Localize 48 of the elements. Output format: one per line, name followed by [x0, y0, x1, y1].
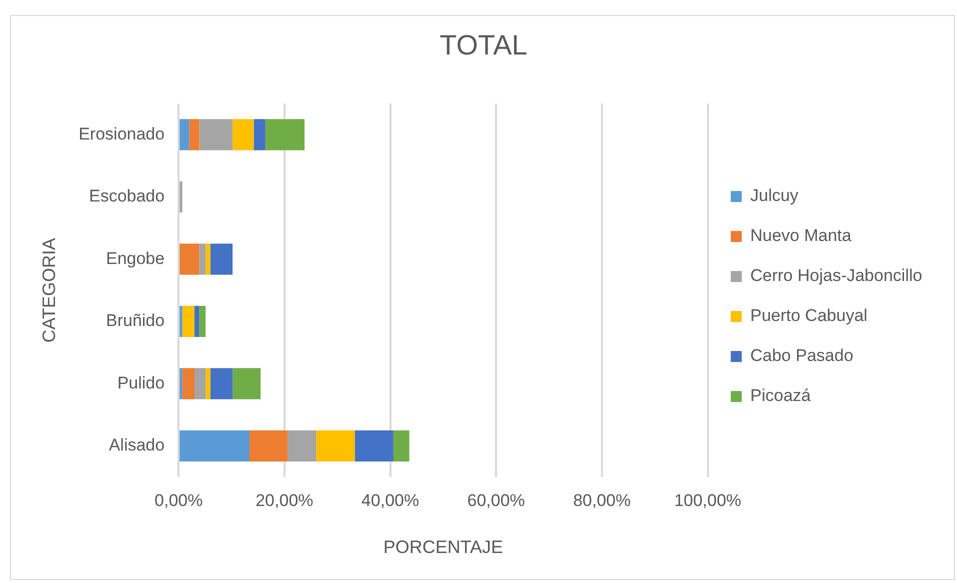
bar: [210, 244, 233, 275]
bar: [194, 306, 200, 337]
legend-label: Cabo Pasado: [750, 346, 854, 366]
bar: [250, 430, 288, 462]
y-tick-label: Erosionado: [78, 124, 165, 144]
bar: [354, 430, 394, 462]
bar: [232, 368, 261, 400]
bar: [189, 119, 200, 150]
x-tick-label: 20,00%: [256, 490, 314, 510]
bar: [182, 306, 194, 337]
bar: [232, 119, 254, 150]
bar: [210, 368, 233, 400]
y-tick-label: Escobado: [88, 186, 165, 206]
bar: [199, 244, 206, 275]
legend-label: Nuevo Manta: [750, 226, 852, 246]
legend-label: Julcuy: [750, 186, 799, 206]
x-tick-label: 0,00%: [154, 490, 203, 510]
bar: [265, 119, 305, 150]
bar: [206, 244, 210, 275]
bar: [180, 119, 190, 150]
x-tick-label: 80,00%: [573, 490, 631, 510]
x-tick-label: 100,00%: [674, 490, 742, 510]
bar: [206, 368, 210, 400]
x-tick-label: 40,00%: [361, 490, 420, 510]
y-axis-title: CATEGORIA: [38, 238, 59, 343]
legend-label: Picoazá: [750, 386, 812, 406]
bar: [393, 430, 410, 462]
x-axis-title: PORCENTAJE: [383, 537, 504, 558]
bar: [180, 181, 182, 213]
legend-label: Cerro Hojas-Jaboncillo: [750, 266, 922, 286]
bar: [180, 368, 182, 400]
bar: [316, 430, 355, 462]
bar: [288, 430, 316, 462]
bar: [180, 244, 200, 275]
y-tick-label: Engobe: [106, 248, 165, 268]
bar: [182, 368, 194, 400]
bar: [254, 119, 266, 150]
bar: [180, 306, 182, 337]
bar: [180, 430, 250, 462]
x-tick-label: 60,00%: [467, 490, 525, 510]
chart-title: TOTAL: [440, 30, 528, 61]
bar: [194, 368, 206, 400]
y-tick-label: Bruñido: [106, 311, 165, 330]
legend-label: Puerto Cabuyal: [750, 306, 868, 326]
bar: [199, 119, 233, 150]
y-tick-label: Alisado: [108, 436, 165, 455]
y-tick-label: Pulido: [117, 373, 165, 392]
bar: [199, 306, 206, 337]
